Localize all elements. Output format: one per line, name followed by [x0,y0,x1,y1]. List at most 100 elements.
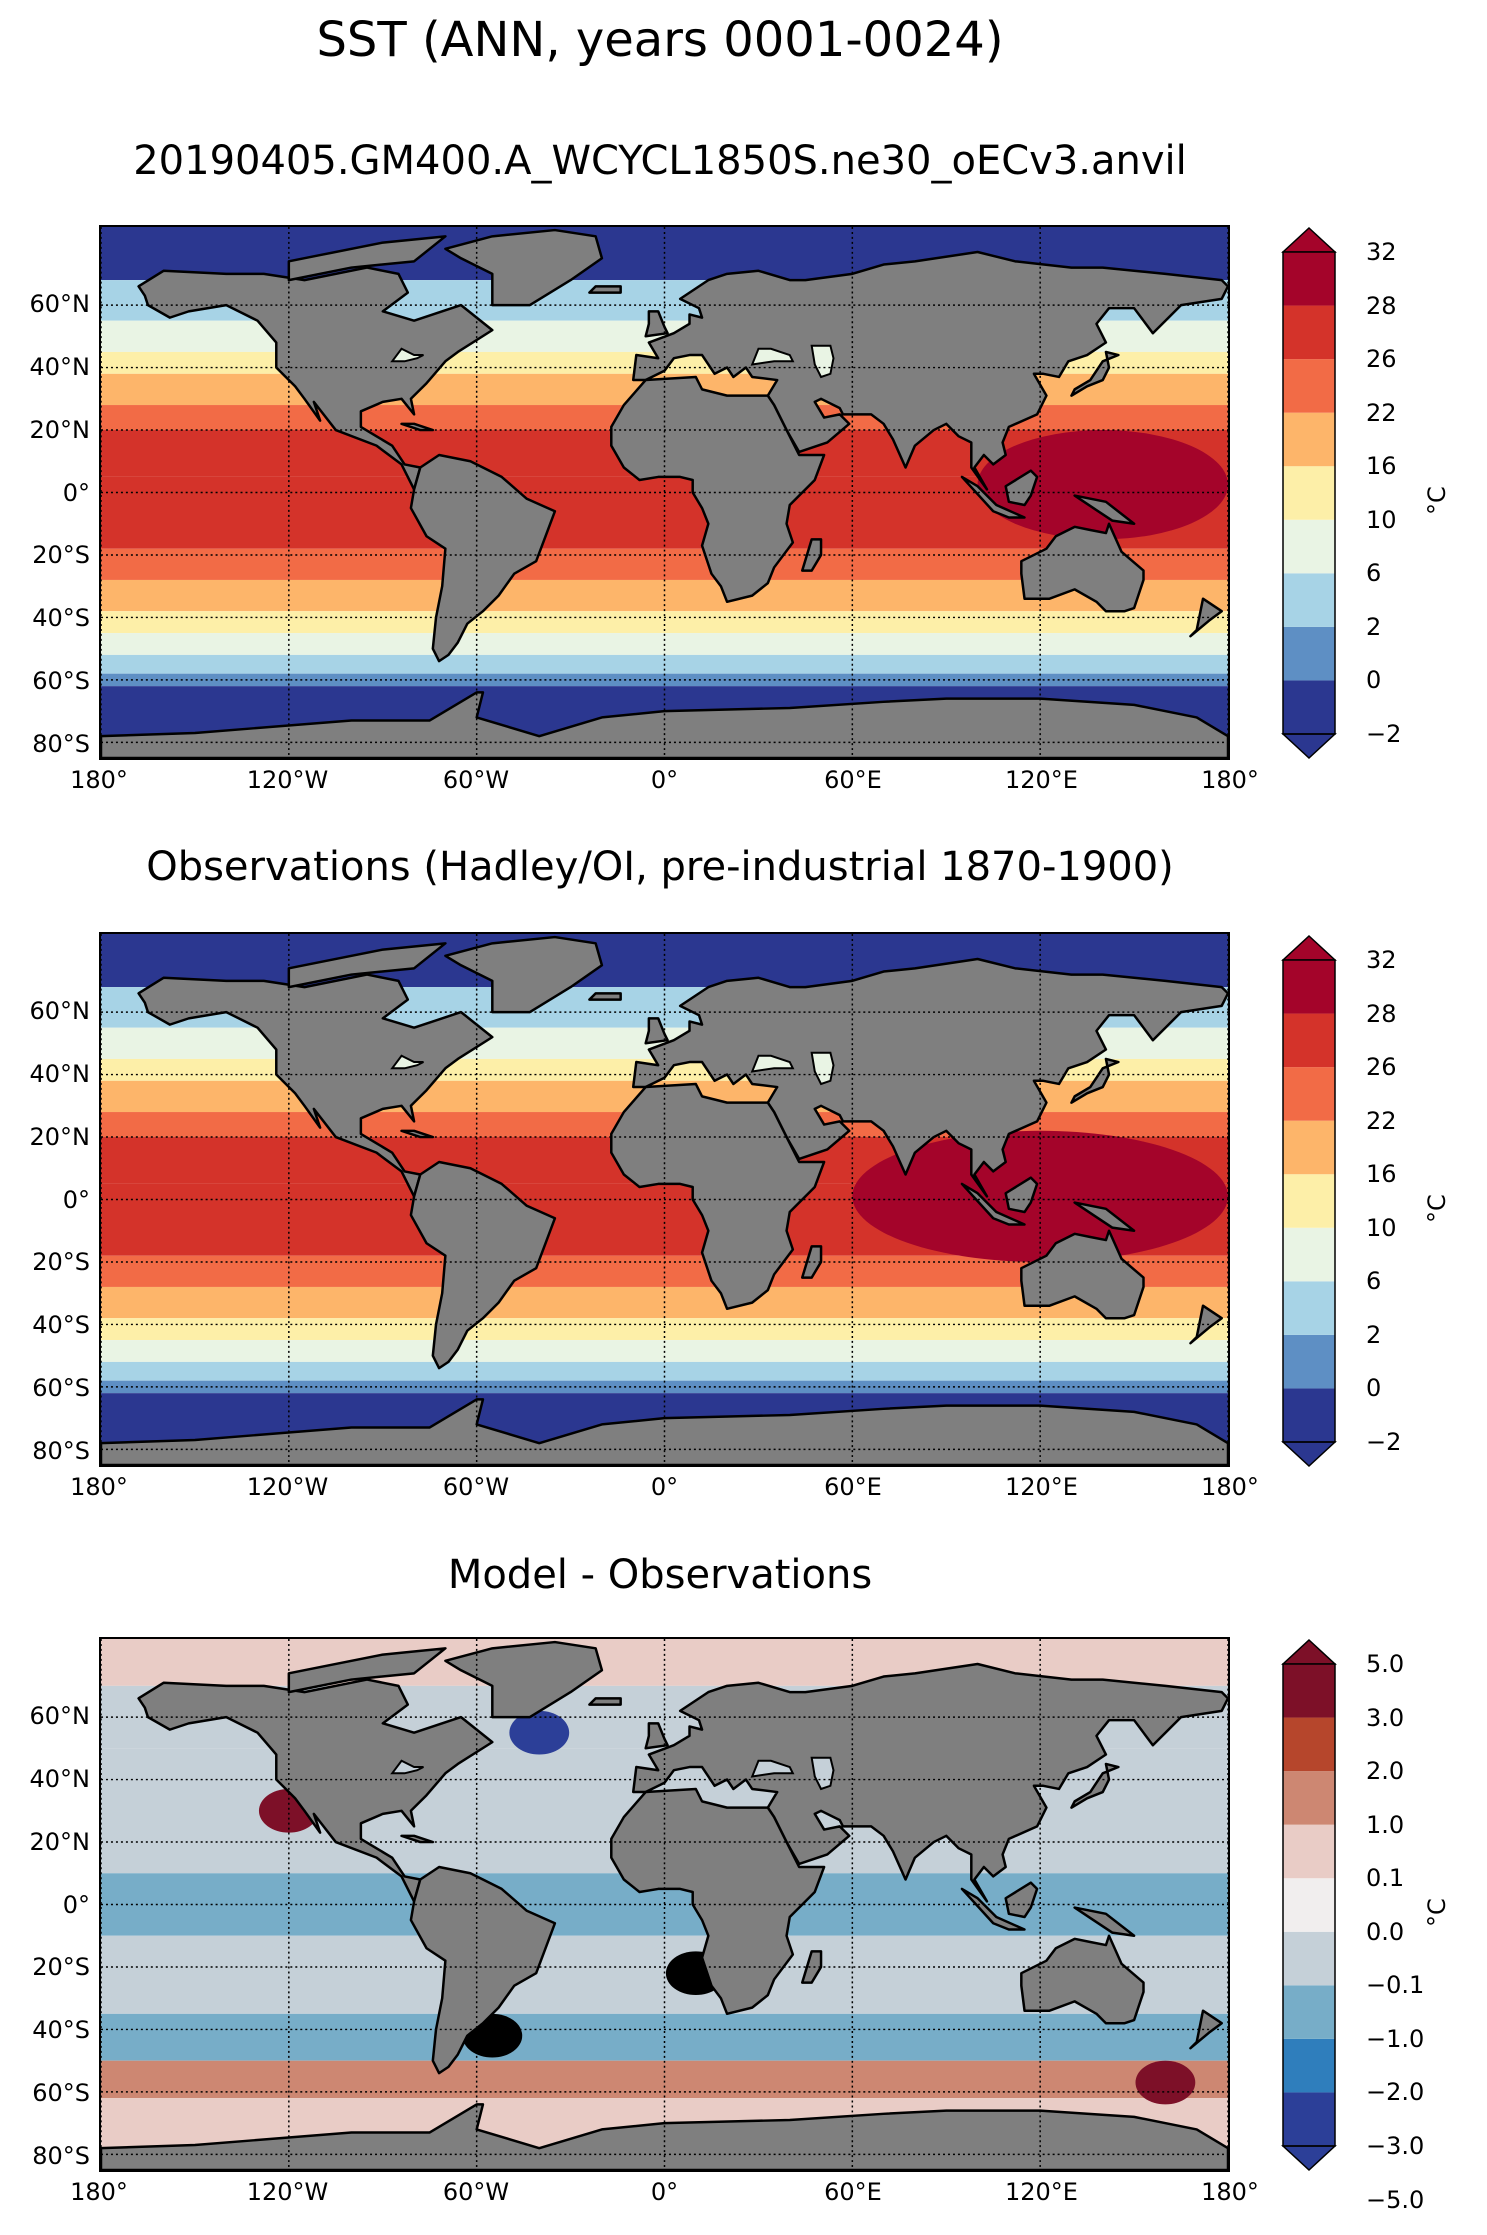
colorbar-segment [1283,960,1335,1014]
colorbar-segment [1283,2038,1335,2093]
colorbar-unit-label: °C [1423,486,1451,515]
lat-tick-label: 60°S [32,667,90,696]
lon-tick-label: 180° [70,766,128,794]
colorbar-tick-label: −0.1 [1366,1971,1425,2000]
land-mass [800,1950,823,1984]
warm-pool [977,430,1228,540]
land-mass [610,375,826,604]
colorbar-unit-label: °C [1423,1898,1451,1927]
land-mass [1004,1881,1039,1919]
colorbar-outline [1282,959,1336,1443]
colorbar-tick-label: 0 [1366,1374,1382,1403]
lat-tick-label: 0° [62,1890,90,1919]
land-mass [444,1640,604,1719]
lon-tick-label: 0° [650,766,679,794]
lat-tick-label: 0° [62,478,90,507]
lat-tick-label: 20°N [29,1827,91,1856]
colorbar-tick-label: 0.1 [1366,1864,1405,1893]
colorbar-segment [1283,1013,1335,1068]
colorbar-segment [1283,1227,1335,1282]
colorbar-segment [1283,2092,1335,2146]
colorbar-segment [1283,466,1335,520]
lat-tick-label: 40°S [32,2016,90,2045]
land-mass [287,1647,447,1694]
lat-tick-label: 40°N [29,1059,91,1088]
colorbar-tick-label: 26 [1366,1053,1397,1082]
colorbar-tick-label: −2 [1366,720,1402,748]
lon-tick-label: 120°W [246,2178,329,2206]
lon-tick-label: 60°E [824,2178,882,2206]
lon-tick-label: 0° [650,1473,679,1501]
lon-tick-label: 60°E [824,1473,882,1501]
land-mass [1004,1176,1039,1214]
sst-band [101,1318,1228,1341]
lon-tick-label: 180° [70,1473,128,1501]
colorbar-tick-label: −3.0 [1366,2132,1425,2160]
lat-tick-label: 60°S [32,2079,90,2108]
colorbar-segment [1283,252,1335,306]
colorbar-segment [1283,1931,1335,1986]
land-mass [1073,1201,1136,1233]
land-mass [1020,1229,1145,1320]
land-mass [644,1722,669,1750]
colorbar-tick-label: 1.0 [1366,1810,1405,1839]
colorbar-segment [1283,1717,1335,1772]
lon-tick-label: 120°E [1005,2178,1078,2206]
land-mass [610,1787,826,2016]
land-mass [588,285,622,294]
lat-tick-label: 80°S [32,2142,90,2171]
colorbar-tick-label: −2.0 [1366,2078,1425,2107]
panel-title-1: 20190405.GM400.A_WCYCL1850S.ne30_oECv3.a… [133,138,1187,184]
land-mass [1189,1304,1223,1345]
colorbar-segment [1283,680,1335,734]
map-panel-3 [99,1637,1230,2172]
colorbar-segment [1283,305,1335,360]
colorbar [1281,1638,1337,2172]
lon-tick-label: 120°W [246,1473,329,1501]
land-mass [287,235,447,282]
colorbar-tick-label: 10 [1366,1213,1397,1242]
anomaly-region [509,1710,570,1755]
lat-tick-label: 40°N [29,1764,91,1793]
colorbar-tick-label: 6 [1366,1267,1382,1296]
lon-tick-label: 180° [1201,2178,1259,2206]
colorbar-tick-label: 32 [1366,238,1397,266]
land-mass [444,935,604,1014]
colorbar-outline [1282,1663,1336,2147]
lake [810,344,835,379]
colorbar-tick-label: 5.0 [1366,1650,1405,1678]
land-mass [409,1160,557,1370]
lat-tick-label: 0° [62,1185,90,1214]
colorbar-tick-label: 3.0 [1366,1703,1405,1732]
colorbar-tick-label: 28 [1366,999,1397,1028]
panel-title-2: Observations (Hadley/OI, pre-industrial … [146,844,1174,890]
land-mass [137,266,494,491]
colorbar-extend-max [1281,1638,1337,1665]
land-mass [960,1182,1026,1226]
lat-tick-label: 20°S [32,1953,90,1982]
land-mass [137,973,494,1198]
colorbar-tick-label: 22 [1366,398,1397,427]
lon-tick-label: 180° [70,2178,128,2206]
lon-tick-label: 60°E [824,766,882,794]
lat-tick-label: 20°N [29,415,91,444]
colorbar-segment [1283,1067,1335,1121]
map-svg [101,934,1228,1465]
anomaly-region [1135,2060,1196,2105]
colorbar-tick-label: 26 [1366,345,1397,374]
land-mass [960,475,1026,519]
colorbar-tick-label: 22 [1366,1106,1397,1135]
lon-tick-label: 60°W [442,2178,510,2206]
lake [390,1759,424,1775]
lat-tick-label: 20°S [32,1248,90,1277]
colorbar-segment [1283,1824,1335,1879]
colorbar-tick-label: 28 [1366,291,1397,320]
lat-tick-label: 60°N [29,289,91,318]
lake [750,1054,795,1073]
lat-tick-label: 40°S [32,1311,90,1340]
land-mass [960,1887,1026,1931]
map-svg [101,227,1228,758]
land-mass [1020,1934,1145,2025]
land-mass [610,1082,826,1311]
land-mass [644,310,669,338]
